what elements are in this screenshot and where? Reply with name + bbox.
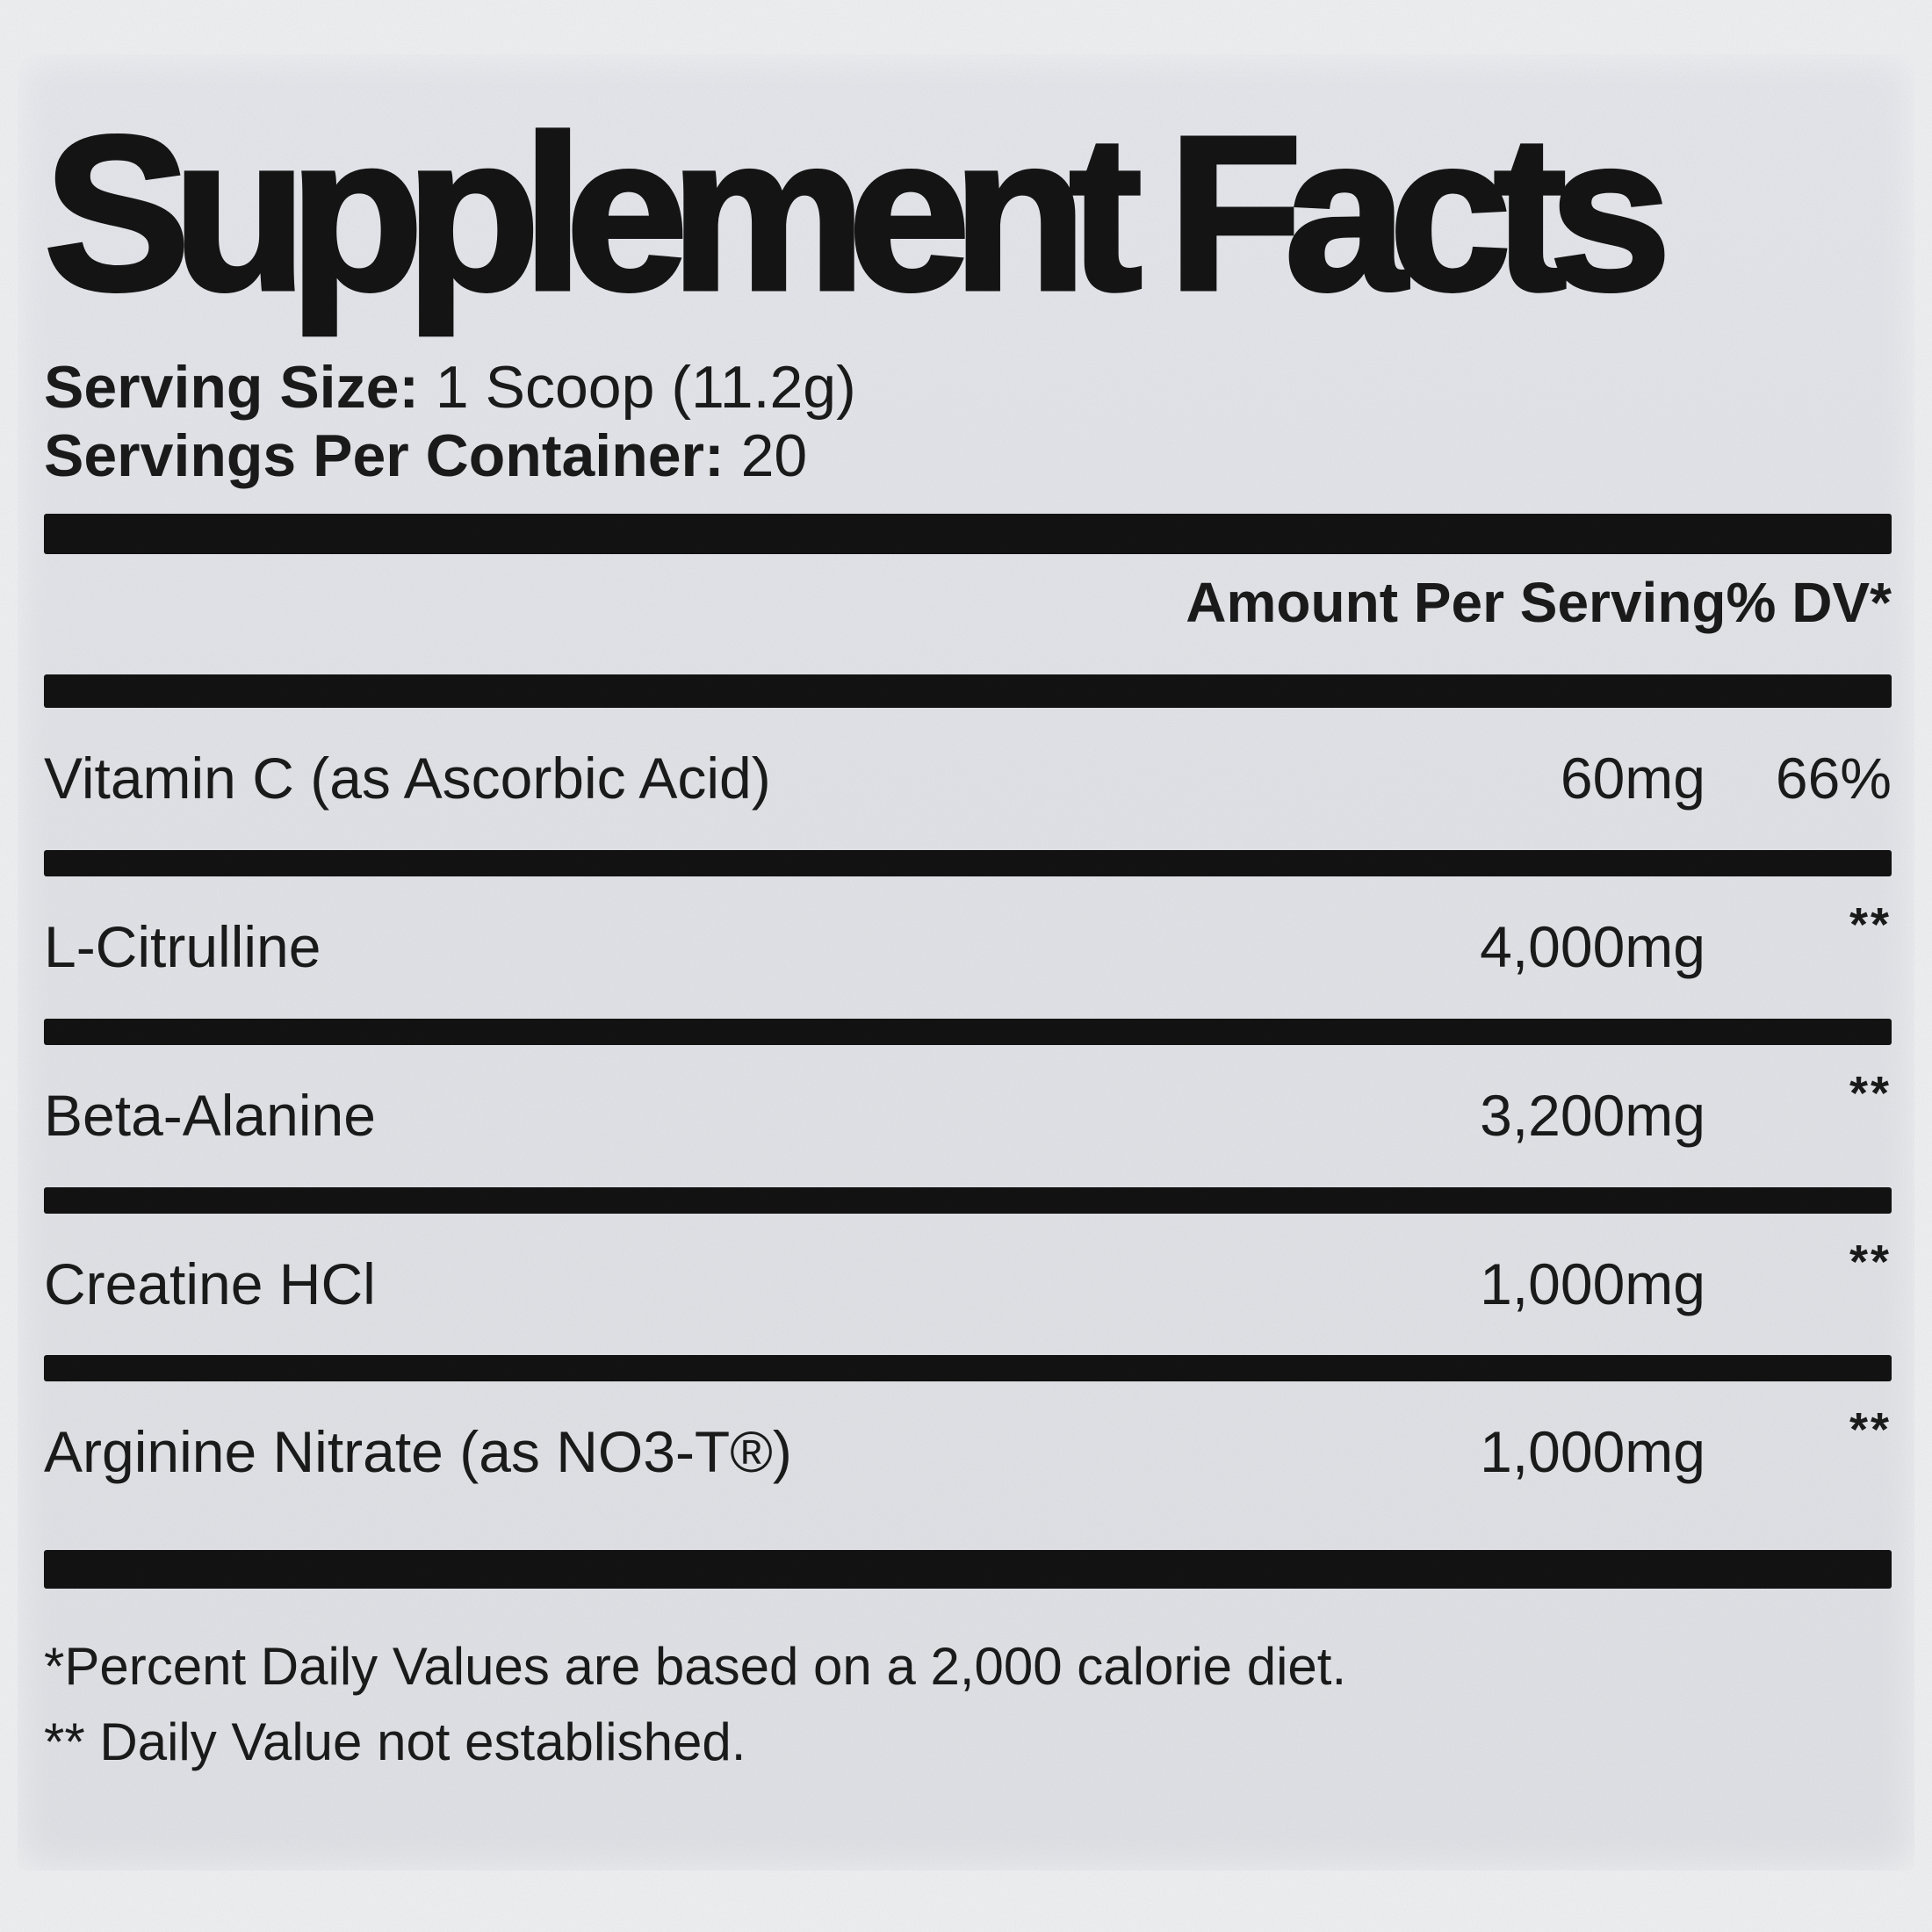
ingredient-amount: 60mg xyxy=(1560,745,1705,811)
footnote-dv-not-established: ** Daily Value not established. xyxy=(44,1712,746,1771)
ingredient-dv: ** xyxy=(1849,1235,1892,1288)
divider-bar xyxy=(44,1355,1892,1382)
footnotes: *Percent Daily Values are based on a 2,0… xyxy=(44,1629,1892,1778)
divider-bar-top xyxy=(44,514,1892,555)
table-row-beta-alanine: Beta-Alanine 3,200mg ** xyxy=(44,1045,1892,1187)
ingredient-amount: 1,000mg xyxy=(1480,1251,1705,1316)
servings-per-container-line: Servings Per Container: 20 xyxy=(44,422,1892,491)
ingredient-amount: 3,200mg xyxy=(1480,1082,1705,1148)
ingredient-name: Vitamin C (as Ascorbic Acid) xyxy=(44,745,771,811)
ingredient-amount: 1,000mg xyxy=(1480,1419,1705,1485)
servings-per-container-label: Servings Per Container: xyxy=(44,422,741,490)
divider-bar-bottom xyxy=(44,1550,1892,1590)
ingredient-name: Arginine Nitrate (as NO3-T®) xyxy=(44,1419,792,1485)
table-row-l-citrulline: L-Citrulline 4,000mg ** xyxy=(44,876,1892,1019)
ingredient-dv: ** xyxy=(1849,1403,1892,1457)
divider-bar xyxy=(44,1186,1892,1214)
table-header: Amount Per Serving % DV* xyxy=(44,554,1892,656)
ingredient-name: Creatine HCl xyxy=(44,1251,376,1316)
ingredient-dv: ** xyxy=(1849,898,1892,951)
percent-dv-header: % DV* xyxy=(1726,571,1892,635)
ingredient-amount: 4,000mg xyxy=(1480,913,1705,979)
footnote-daily-values: *Percent Daily Values are based on a 2,0… xyxy=(44,1637,1347,1697)
supplement-facts-title: Supplement Facts xyxy=(42,90,1674,335)
table-row-vitamin-c: Vitamin C (as Ascorbic Acid) 60mg 66% xyxy=(44,708,1892,850)
table-row-arginine-nitrate: Arginine Nitrate (as NO3-T®) 1,000mg ** xyxy=(44,1381,1892,1524)
supplement-facts-panel: Supplement Facts Serving Size: 1 Scoop (… xyxy=(18,54,1914,1871)
amount-per-serving-header: Amount Per Serving xyxy=(1186,571,1727,635)
table-row-creatine-hcl: Creatine HCl 1,000mg ** xyxy=(44,1214,1892,1356)
serving-size-label: Serving Size: xyxy=(44,353,436,421)
divider-bar xyxy=(44,1018,1892,1045)
ingredient-name: L-Citrulline xyxy=(44,913,321,979)
ingredient-dv: ** xyxy=(1849,1066,1892,1120)
ingredient-name: Beta-Alanine xyxy=(44,1082,376,1148)
serving-size-line: Serving Size: 1 Scoop (11.2g) xyxy=(44,353,1892,422)
serving-info: Serving Size: 1 Scoop (11.2g) Servings P… xyxy=(44,353,1892,492)
servings-per-container-value: 20 xyxy=(740,422,808,490)
divider-bar xyxy=(44,849,1892,876)
divider-bar-header xyxy=(44,674,1892,708)
serving-size-value: 1 Scoop (11.2g) xyxy=(435,353,856,421)
ingredient-dv: 66% xyxy=(1775,745,1892,811)
